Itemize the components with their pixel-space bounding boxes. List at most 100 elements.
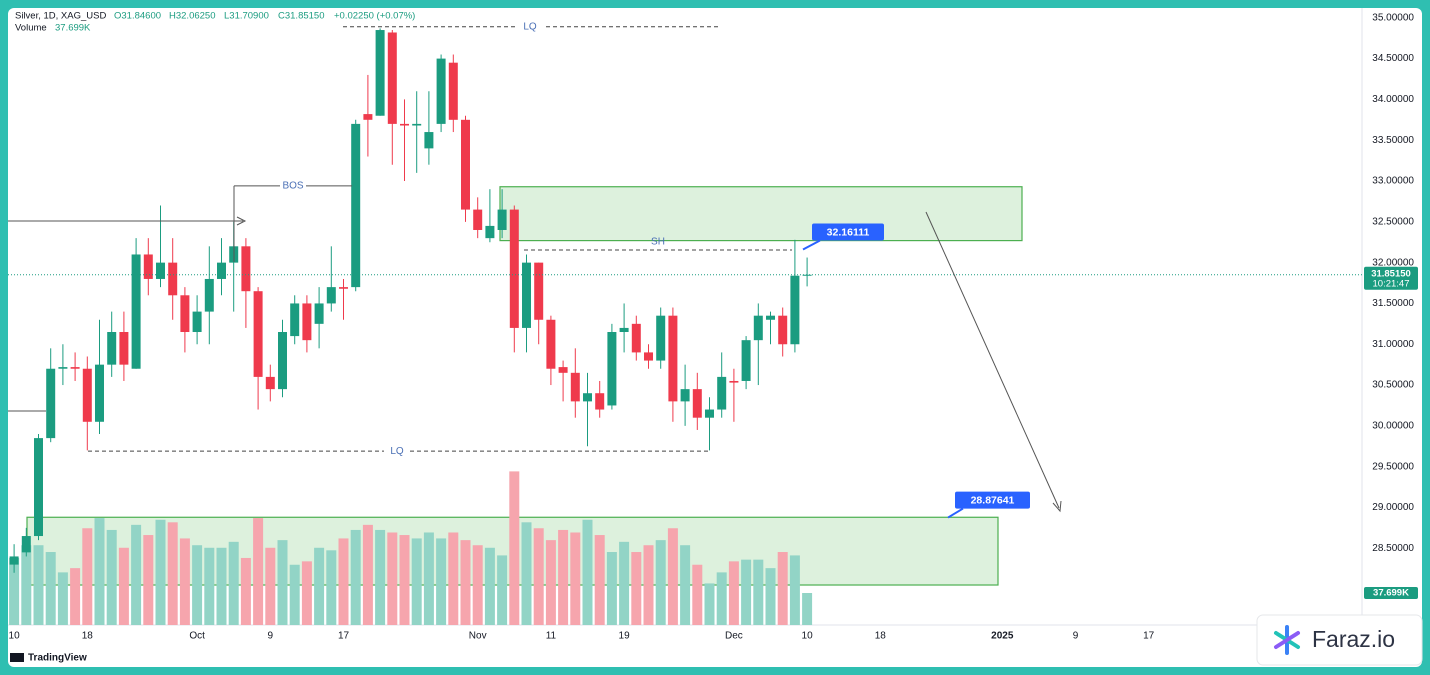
volume-bar bbox=[631, 552, 642, 625]
candle-body bbox=[58, 367, 68, 369]
y-tick-label: 34.50000 bbox=[1372, 53, 1414, 64]
volume-bar bbox=[216, 547, 227, 625]
x-tick-label: 9 bbox=[1073, 631, 1079, 642]
volume-bar bbox=[82, 528, 93, 625]
volume-bar bbox=[399, 535, 410, 625]
candle-body bbox=[461, 119, 470, 210]
badge-pointer bbox=[802, 239, 821, 251]
candle-body bbox=[326, 287, 336, 304]
ohlc-high: H32.06250 bbox=[169, 11, 215, 22]
x-tick-label: Nov bbox=[469, 631, 487, 642]
volume-bar bbox=[594, 535, 605, 625]
volume-bar bbox=[277, 540, 288, 625]
candle-body bbox=[583, 393, 592, 402]
candle-body bbox=[180, 295, 190, 333]
candle-body bbox=[570, 372, 580, 402]
volume-bar bbox=[545, 540, 556, 625]
volume-badge-label: 37.699K bbox=[1373, 588, 1409, 599]
candle-body bbox=[339, 287, 348, 289]
candle-body bbox=[607, 332, 617, 406]
candle-body bbox=[668, 315, 678, 402]
volume-bar bbox=[143, 535, 154, 625]
countdown: 10:21:47 bbox=[1373, 278, 1410, 289]
badge-pointer bbox=[947, 507, 964, 519]
candle-body bbox=[9, 556, 19, 565]
y-tick-label: 34.00000 bbox=[1372, 94, 1414, 105]
x-tick-label: 10 bbox=[802, 631, 814, 642]
volume-bar bbox=[106, 529, 117, 625]
candle-body bbox=[448, 62, 458, 120]
volume-bar bbox=[253, 518, 264, 625]
volume-bar bbox=[57, 572, 68, 625]
volume-bar bbox=[521, 522, 532, 625]
volume-bar bbox=[448, 532, 459, 625]
watermark-text: Faraz.io bbox=[1312, 626, 1395, 652]
volume-bar bbox=[179, 538, 190, 625]
volume-bar bbox=[497, 555, 508, 625]
y-tick-label: 31.00000 bbox=[1372, 339, 1414, 350]
candle-body bbox=[241, 246, 251, 292]
candle-body bbox=[21, 536, 31, 553]
volume-bar bbox=[741, 559, 752, 625]
candle-body bbox=[631, 323, 641, 353]
y-tick-label: 33.00000 bbox=[1372, 176, 1414, 187]
arrow-head bbox=[236, 216, 247, 226]
x-tick-label: Oct bbox=[189, 631, 205, 642]
volume-bar bbox=[728, 561, 739, 625]
volume-bar bbox=[777, 552, 788, 625]
volume-value: 37.699K bbox=[55, 23, 91, 34]
ohlc-close: C31.85150 bbox=[278, 11, 324, 22]
volume-bar bbox=[118, 547, 129, 625]
volume-bar bbox=[582, 519, 593, 625]
x-tick-label: 10 bbox=[9, 631, 21, 642]
volume-bar bbox=[802, 593, 813, 625]
candle-body bbox=[363, 114, 373, 120]
candle-body bbox=[95, 364, 104, 422]
candle-body bbox=[473, 209, 483, 230]
candle-body bbox=[766, 315, 775, 320]
candle-body bbox=[253, 291, 263, 377]
volume-bar bbox=[619, 541, 630, 625]
watermark-icon bbox=[1274, 625, 1300, 655]
volume-bar bbox=[436, 538, 447, 625]
candle-body bbox=[509, 209, 519, 328]
y-tick-label: 33.50000 bbox=[1372, 135, 1414, 146]
candle-body bbox=[143, 254, 153, 279]
x-tick-label: Dec bbox=[725, 631, 743, 642]
volume-name: Volume bbox=[15, 23, 47, 34]
candle-body bbox=[204, 278, 214, 312]
label-bg bbox=[384, 445, 410, 458]
plot-layer: LQ LQ SH BOS 32.16111 28.87641 28.50000 29.0000… bbox=[8, 12, 1418, 642]
volume-bar bbox=[533, 528, 544, 625]
volume-bar bbox=[21, 545, 32, 625]
candle-body bbox=[705, 409, 714, 418]
volume-bar bbox=[204, 547, 215, 625]
candle-body bbox=[217, 262, 226, 279]
volume-bar bbox=[9, 557, 20, 625]
badge-label: 32.16111 bbox=[827, 226, 870, 238]
y-tick-label: 29.00000 bbox=[1372, 502, 1414, 513]
x-tick-label: 2025 bbox=[991, 631, 1014, 642]
volume-bar bbox=[70, 568, 81, 625]
candle-body bbox=[302, 303, 312, 341]
candle-body bbox=[278, 332, 287, 390]
volume-bar bbox=[643, 545, 654, 625]
volume-bar bbox=[680, 545, 691, 625]
volume-bar bbox=[716, 572, 727, 625]
candle-body bbox=[375, 30, 385, 116]
volume-bar bbox=[228, 541, 239, 625]
label-bg bbox=[280, 179, 306, 192]
candle-body bbox=[753, 315, 763, 341]
volume-bar bbox=[338, 538, 349, 625]
candle-body bbox=[107, 332, 117, 365]
candle-body bbox=[387, 32, 397, 124]
candle-body bbox=[34, 438, 43, 537]
candle-body bbox=[46, 368, 56, 439]
volume-bar bbox=[362, 524, 373, 625]
annotation-label: BOS bbox=[282, 181, 303, 192]
volume-bar bbox=[460, 540, 471, 625]
volume-bar bbox=[558, 529, 569, 625]
zone bbox=[499, 186, 1023, 242]
candle-body bbox=[692, 389, 702, 418]
volume-bar bbox=[314, 547, 325, 625]
